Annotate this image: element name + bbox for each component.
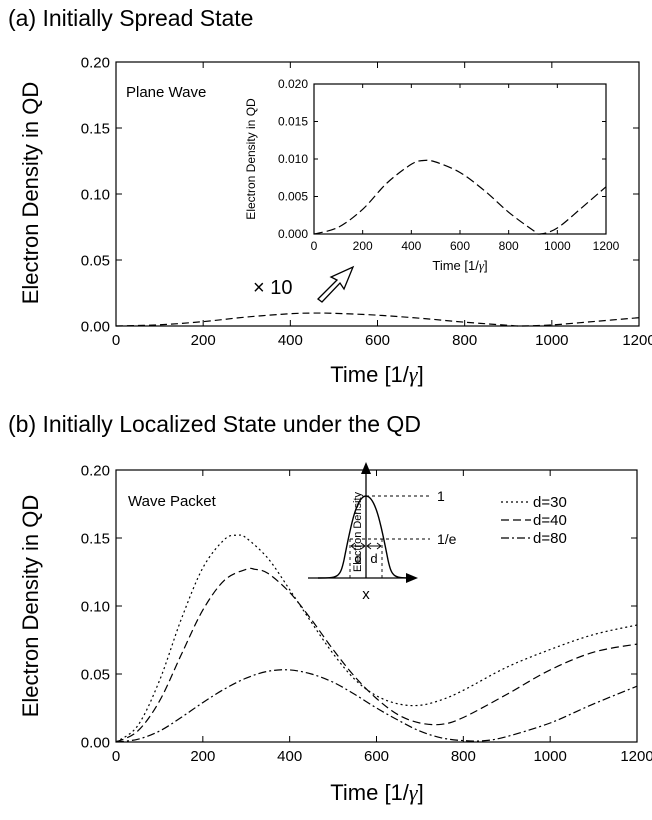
panel-a-inset-ytick-label: 0.020	[278, 77, 308, 91]
panel-a-inset-ytick-label: 0.005	[278, 190, 308, 204]
panel-b-xtick-label: 1200	[620, 748, 652, 765]
legend-label-d=30: d=30	[533, 494, 567, 511]
panel-a-inset-xtick-label: 600	[450, 239, 470, 253]
schematic-peak-label: 1	[437, 488, 445, 504]
panel-a-inset-xtick-label: 800	[499, 239, 519, 253]
panel-a-xlabel: Time [1/γ]	[330, 362, 423, 387]
schematic-d-left-label: d	[354, 551, 361, 566]
panel-a-inset: 0.000 0.005 0.010 0.015 0.020 0 200 400 600 800 1…	[244, 77, 620, 273]
panel-b-xtick-label: 0	[112, 748, 120, 765]
wave-packet-schematic: Electron Density x 1 1/e d d	[308, 462, 457, 603]
panel-a-ytick-label: 0.00	[81, 318, 110, 335]
panel-b-ytick-label: 0.15	[81, 530, 110, 547]
panel-a-inset-xtick-label: 0	[311, 239, 318, 253]
panel-a-xtick-label: 400	[278, 332, 303, 349]
panel-a-xtick-label: 800	[452, 332, 477, 349]
panel-a-inset-xtick-label: 200	[353, 239, 373, 253]
panel-a-inset-ytick-label: 0.010	[278, 152, 308, 166]
panel-a-xtick-label: 1000	[535, 332, 568, 349]
panel-b-xtick-label: 1000	[533, 748, 566, 765]
panel-a-annotation: Plane Wave	[126, 84, 206, 101]
panel-a-xtick-label: 200	[191, 332, 216, 349]
panel-b-ylabel: Electron Density in QD	[18, 495, 43, 718]
magnifier-label: × 10	[253, 277, 292, 299]
panel-a-ylabel: Electron Density in QD	[18, 82, 43, 305]
magnifier-arrow-icon	[317, 265, 355, 303]
panel-b-series-d=30	[115, 534, 638, 743]
panel-b-series-d=80	[115, 669, 638, 743]
panel-a-label: (a) Initially Spread State	[8, 5, 253, 31]
panel-a-inset-ytick-label: 0.015	[278, 115, 308, 129]
panel-b-plot: 0.00 0.05 0.10 0.15 0.20 0 200 400 600 800 1000 12…	[18, 462, 652, 805]
panel-a-ytick-label: 0.15	[81, 120, 110, 137]
panel-a-ytick-label: 0.20	[81, 54, 110, 71]
panel-b-label: (b) Initially Localized State under the …	[8, 411, 421, 437]
schematic-width-arrows-icon	[350, 542, 382, 550]
panel-a-plot: 0.00 0.05 0.10 0.15 0.20 0 200 400 600 800 1000 12…	[18, 54, 652, 387]
schematic-width-label: 1/e	[437, 531, 457, 547]
panel-a-inset-xtick-label: 1200	[593, 239, 620, 253]
panel-b-ytick-label: 0.10	[81, 598, 110, 615]
legend-label-d=80: d=80	[533, 530, 567, 547]
schematic-xlabel: x	[362, 586, 370, 603]
schematic-ylabel: Electron Density	[352, 491, 364, 572]
panel-a-xtick-label: 1200	[622, 332, 652, 349]
panel-b-legend: d=30d=40d=80	[501, 494, 567, 547]
panel-b-ytick-label: 0.20	[81, 462, 110, 479]
panel-a-ytick-label: 0.10	[81, 186, 110, 203]
panel-b-series-d=40	[115, 567, 638, 743]
panel-b-xtick-label: 800	[451, 748, 476, 765]
panel-b-ytick-label: 0.00	[81, 734, 110, 751]
panel-a-inset-series-line	[313, 159, 607, 235]
panel-b-xtick-label: 200	[190, 748, 215, 765]
schematic-d-right-label: d	[370, 551, 377, 566]
panel-b-ytick-label: 0.05	[81, 666, 110, 683]
panel-b-annotation: Wave Packet	[128, 493, 217, 510]
panel-a-inset-ytick-label: 0.000	[278, 227, 308, 241]
panel-b-xtick-label: 400	[277, 748, 302, 765]
panel-a-xtick-label: 0	[112, 332, 120, 349]
panel-a-inset-xtick-label: 400	[401, 239, 421, 253]
panel-a-ytick-label: 0.05	[81, 252, 110, 269]
legend-label-d=40: d=40	[533, 512, 567, 529]
panel-a-inset-xlabel: Time [1/γ]	[432, 258, 487, 273]
schematic-y-arrow-icon	[361, 462, 371, 474]
panel-a-inset-frame	[313, 83, 607, 235]
panel-a-inset-xtick-label: 1000	[544, 239, 571, 253]
panel-b-xtick-label: 600	[364, 748, 389, 765]
panel-a-xtick-label: 600	[365, 332, 390, 349]
panel-a-inset-ylabel: Electron Density in QD	[244, 98, 258, 220]
panel-a-series-line	[115, 312, 640, 327]
panel-b-xlabel: Time [1/γ]	[330, 780, 423, 805]
